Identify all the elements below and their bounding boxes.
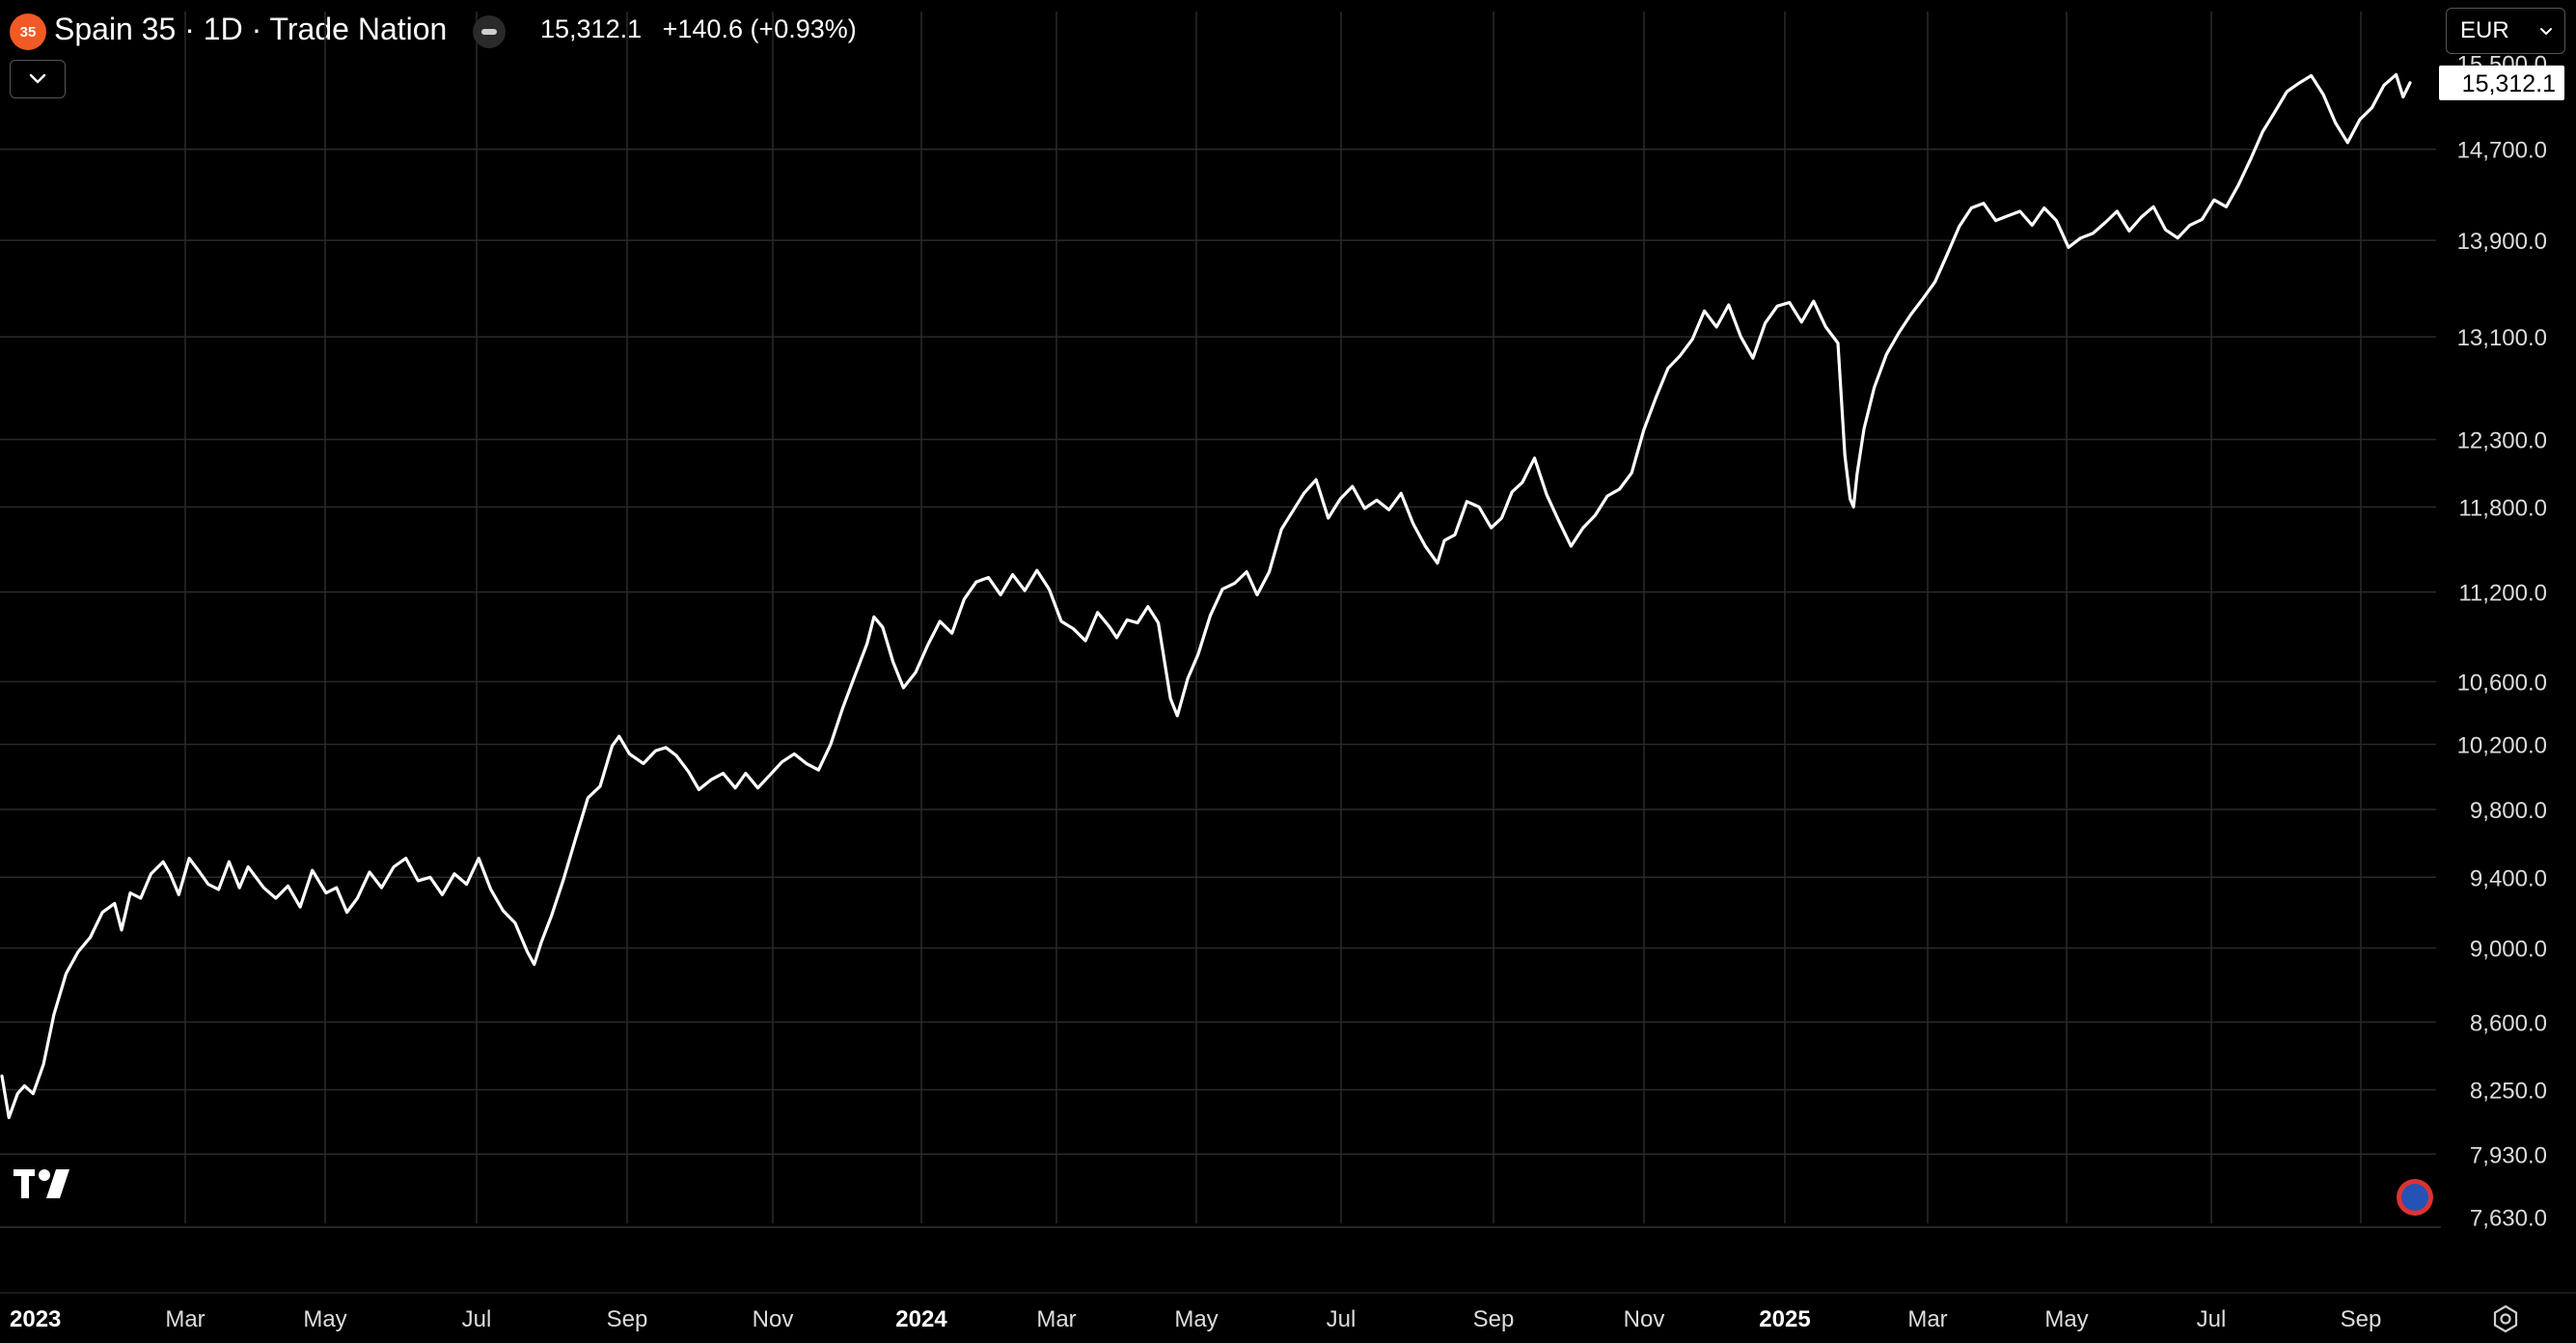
collapse-legend-button[interactable]: [10, 60, 66, 98]
gear-icon[interactable]: [2491, 1304, 2520, 1340]
y-tick-label: 13,900.0: [2457, 229, 2547, 255]
y-tick-label: 12,300.0: [2457, 428, 2547, 454]
chevron-down-icon: [29, 73, 46, 84]
x-tick-label: Jul: [462, 1306, 492, 1332]
y-tick-label: 11,200.0: [2458, 581, 2547, 607]
y-tick-label: 8,600.0: [2470, 1010, 2547, 1036]
price-quote: 15,312.1 +140.6 (+0.93%): [540, 14, 870, 44]
last-price-label-text: 15,312.1: [2462, 70, 2556, 97]
y-tick-label: 13,100.0: [2457, 325, 2547, 351]
y-tick-label: 9,400.0: [2470, 865, 2547, 891]
chevron-down-icon: [2540, 27, 2552, 35]
x-tick-label: Sep: [607, 1306, 648, 1332]
currency-select[interactable]: EUR: [2446, 8, 2565, 54]
y-tick-label: 9,000.0: [2470, 937, 2547, 963]
price-series-line: [0, 72, 2412, 1119]
x-tick-label: Mar: [1036, 1306, 1076, 1332]
symbol-badge[interactable]: 35: [10, 14, 46, 50]
x-tick-label: May: [2044, 1306, 2088, 1332]
x-tick-label: Jul: [1327, 1306, 1357, 1332]
currency-value: EUR: [2460, 17, 2509, 43]
x-tick-label: Sep: [1473, 1306, 1515, 1332]
y-tick-label: 14,700.0: [2457, 138, 2547, 164]
eu-flag-icon[interactable]: [2397, 1179, 2433, 1216]
y-tick-label: 10,600.0: [2457, 671, 2547, 697]
price-axis[interactable]: 15,500.014,700.013,900.013,100.012,300.0…: [2457, 51, 2547, 1231]
x-tick-label: 2023: [10, 1306, 61, 1332]
y-tick-label: 8,250.0: [2470, 1079, 2547, 1105]
y-tick-label: 11,800.0: [2458, 496, 2547, 522]
x-tick-label: Sep: [2341, 1306, 2382, 1332]
last-price-label-bg: [2439, 65, 2564, 100]
x-tick-label: Mar: [1907, 1306, 1947, 1332]
y-tick-label: 9,800.0: [2470, 798, 2547, 824]
x-tick-label: 2024: [895, 1306, 947, 1332]
last-price: 15,312.1: [540, 14, 643, 43]
x-tick-label: Jul: [2197, 1306, 2227, 1332]
tradingview-logo[interactable]: [14, 1167, 77, 1200]
x-tick-label: May: [1174, 1306, 1218, 1332]
market-status-icon[interactable]: [473, 15, 506, 48]
chart-grid: [0, 12, 2576, 1294]
x-tick-label: Nov: [1624, 1306, 1665, 1332]
symbol-title[interactable]: Spain 35 · 1D · Trade Nation: [54, 12, 448, 46]
x-tick-label: Nov: [753, 1306, 794, 1332]
last-price-label: 15,312.1: [2439, 65, 2564, 100]
y-tick-label: 7,630.0: [2470, 1205, 2547, 1231]
y-tick-label: 7,930.0: [2470, 1142, 2547, 1168]
x-tick-label: May: [303, 1306, 346, 1332]
x-tick-label: 2025: [1759, 1306, 1810, 1332]
y-tick-label: 10,200.0: [2457, 732, 2547, 758]
time-axis[interactable]: 2023 Mar May Jul Sep Nov 2024 Mar May Jul Sep Nov 20…: [10, 1306, 2381, 1332]
chart-header: 35 Spain 35 · 1D · Trade Nation 15,312.1…: [0, 0, 2441, 60]
x-tick-label: Mar: [165, 1306, 205, 1332]
price-change: +140.6 (+0.93%): [662, 14, 857, 43]
